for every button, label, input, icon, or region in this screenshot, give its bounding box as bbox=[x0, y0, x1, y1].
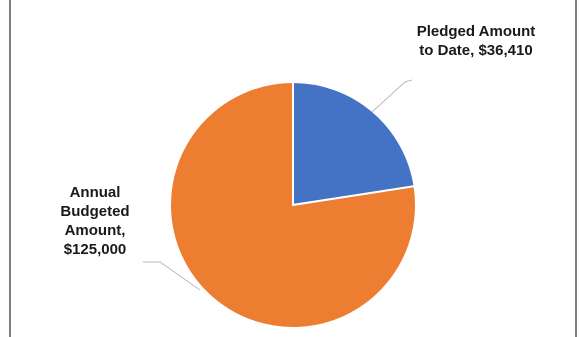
data-label: Pledged Amount to Date, $36,410 bbox=[416, 23, 536, 59]
leader-line bbox=[143, 261, 201, 291]
pie-slice bbox=[292, 80, 416, 207]
leader-line bbox=[371, 79, 413, 113]
data-label: Annual Budgeted Amount, $125,000 bbox=[60, 184, 130, 258]
pie-slice bbox=[169, 80, 417, 329]
